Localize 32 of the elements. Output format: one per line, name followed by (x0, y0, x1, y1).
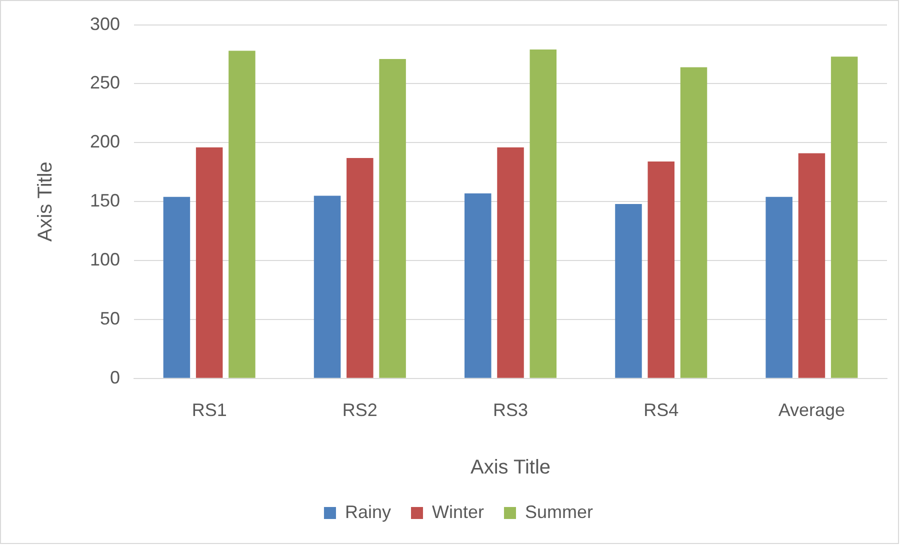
bar (346, 158, 374, 378)
bar (196, 147, 223, 378)
bar (228, 50, 256, 378)
y-tick-label: 50 (100, 308, 120, 328)
y-tick-label: 0 (110, 367, 120, 388)
bar (314, 196, 341, 378)
x-tick-label: Average (778, 400, 846, 420)
x-tick-label: RS3 (493, 400, 528, 420)
x-tick-label: RS1 (192, 400, 227, 420)
bar (830, 56, 858, 378)
bar (530, 50, 557, 378)
x-tick-label: RS2 (342, 400, 378, 420)
y-tick-label: 300 (90, 14, 120, 34)
x-axis-title: Axis Title (470, 456, 551, 479)
y-tick-label: 150 (90, 190, 120, 211)
y-tick-label: 250 (90, 72, 120, 93)
bar (379, 58, 406, 378)
bar (648, 162, 674, 378)
legend-label: Winter (432, 502, 484, 522)
legend-label: Rainy (344, 502, 392, 522)
legend-label: Summer (525, 502, 594, 522)
bar (615, 204, 642, 378)
y-tick-label: 200 (90, 132, 120, 152)
bar (798, 153, 826, 378)
x-tick-label: RS4 (644, 400, 679, 420)
bar (680, 67, 708, 378)
bar (464, 193, 492, 378)
y-axis-title: Axis Title (34, 162, 57, 242)
bar (766, 196, 792, 378)
bar (163, 196, 190, 378)
y-tick-label: 100 (90, 250, 120, 270)
bar (497, 147, 524, 378)
